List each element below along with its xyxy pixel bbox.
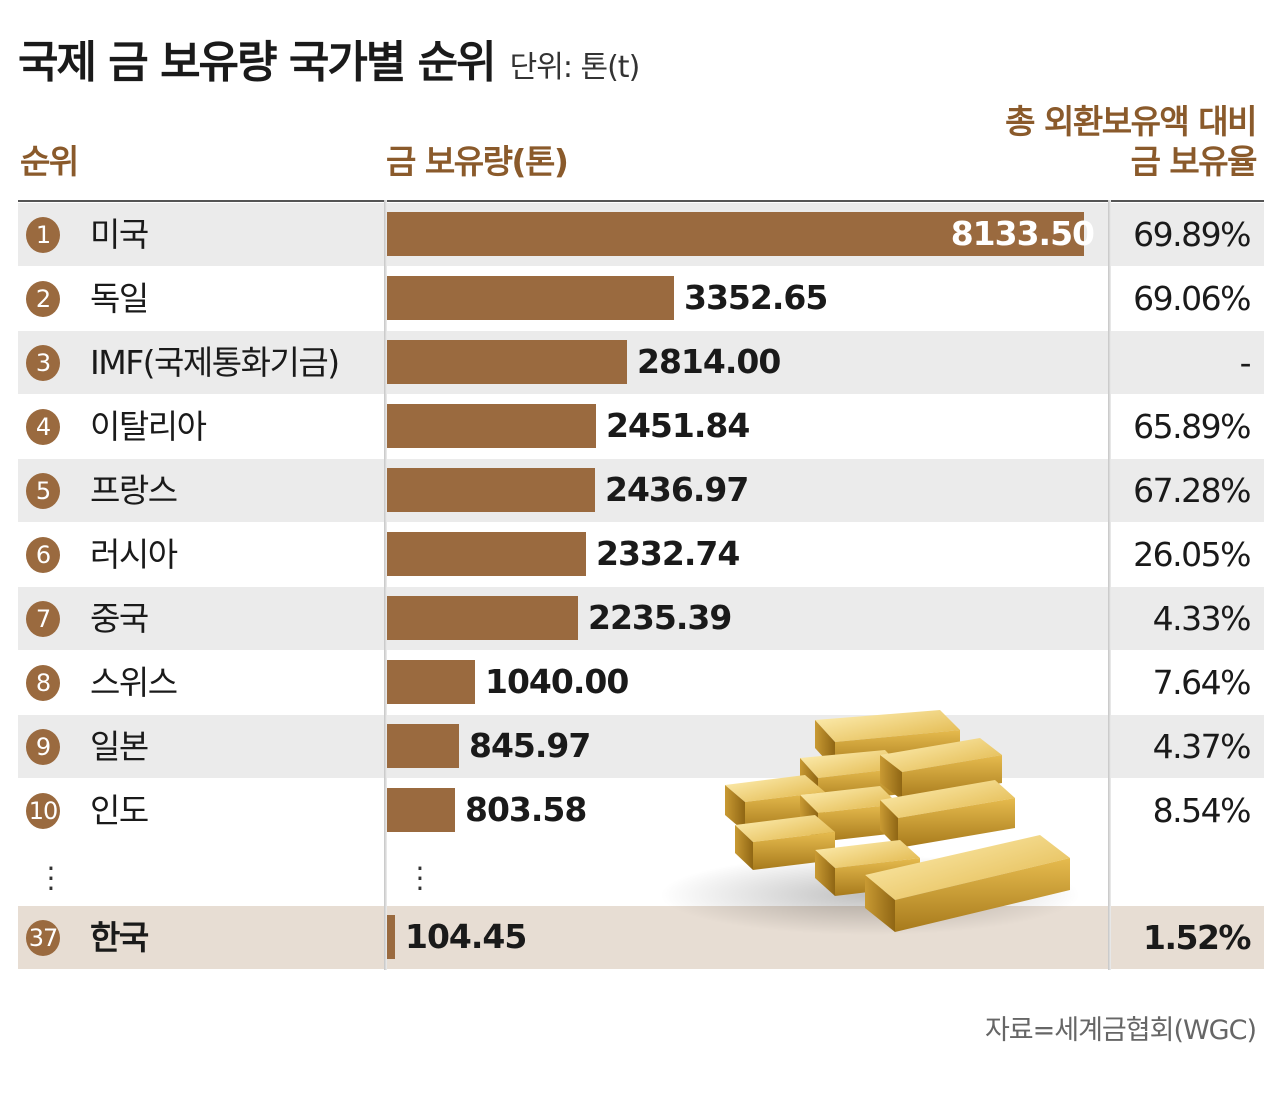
bar-value-label: 803.58 — [465, 790, 587, 829]
rank-badge: 7 — [26, 601, 60, 637]
ratio-header-line2: 금 보유율 — [1130, 142, 1258, 181]
gold-column-header: 금 보유량(톤) — [386, 142, 569, 181]
gold-reserve-bar — [386, 788, 455, 832]
country-name: 프랑스 — [90, 471, 178, 510]
column-divider-left — [384, 200, 387, 970]
rank-badge: 4 — [26, 409, 60, 445]
table-row: 9 일본 4.37% — [18, 715, 1264, 778]
gold-reserve-bar — [386, 276, 674, 320]
gold-bar — [735, 815, 835, 870]
country-name: 스위스 — [90, 663, 178, 702]
country-name: 한국 — [90, 918, 149, 957]
gold-reserve-bar — [386, 212, 1084, 256]
gold-reserve-bar — [386, 532, 586, 576]
table-row: 3 IMF(국제통화기금) - — [18, 331, 1264, 394]
gold-reserve-bar — [386, 340, 627, 384]
country-name: 일본 — [90, 727, 149, 766]
ratio-value: 1.52% — [1143, 918, 1252, 957]
table-row: 7 중국 4.33% — [18, 587, 1264, 650]
ratio-value: 8.54% — [1152, 791, 1252, 830]
table-row: 5 프랑스 67.28% — [18, 459, 1264, 522]
bar-value-label: 1040.00 — [485, 662, 629, 701]
table-row: 4 이탈리아 65.89% — [18, 395, 1264, 458]
country-name: IMF(국제통화기금) — [90, 343, 340, 382]
ratio-value: 7.64% — [1152, 663, 1252, 702]
rank-column-header: 순위 — [20, 142, 79, 181]
rank-badge: 10 — [26, 793, 60, 829]
gold-bar — [880, 780, 1015, 848]
rank-badge: 3 — [26, 345, 60, 381]
ratio-value: - — [1239, 343, 1252, 382]
bar-value-label: 2235.39 — [588, 598, 732, 637]
bar-value-label: 8133.50 — [950, 214, 1095, 253]
table-row: 37 한국 1.52% — [18, 906, 1264, 969]
bar-value-label: 2436.97 — [605, 470, 749, 509]
rank-badge: 9 — [26, 729, 60, 765]
rank-badge: 5 — [26, 473, 60, 509]
rank-badge: 2 — [26, 281, 60, 317]
rank-badge: 37 — [26, 920, 60, 956]
ratio-value: 65.89% — [1133, 407, 1251, 446]
rank-badge: 8 — [26, 665, 60, 701]
ratio-value: 4.33% — [1152, 599, 1252, 638]
gold-reserve-bar — [386, 468, 595, 512]
table-row: 10 인도 8.54% — [18, 779, 1264, 842]
country-name: 러시아 — [90, 535, 178, 574]
ratio-value: 26.05% — [1133, 535, 1251, 574]
ratio-value: 4.37% — [1152, 727, 1252, 766]
bar-chart-area: 8133.50 3352.65 2814.00 2451.84 2436.97 2332.… — [386, 203, 1108, 969]
ellipsis-rank: · · · — [46, 852, 56, 905]
table-row: 2 독일 69.06% — [18, 267, 1264, 330]
gold-reserve-bar — [386, 596, 578, 640]
header-rule — [18, 200, 1264, 202]
country-name: 독일 — [90, 279, 149, 318]
unit-label: 단위: 톤(t) — [509, 50, 641, 85]
ratio-column-header: 총 외환보유액 대비 금 보유율 — [1005, 102, 1258, 182]
country-name: 중국 — [90, 599, 149, 638]
country-name: 미국 — [90, 215, 149, 254]
ratio-header-line1: 총 외환보유액 대비 — [1005, 102, 1257, 141]
gold-bars-illustration — [660, 710, 1080, 935]
table-row: 8 스위스 7.64% — [18, 651, 1264, 714]
rank-badge: 1 — [26, 217, 60, 253]
ratio-value: 67.28% — [1133, 471, 1251, 510]
bar-value-label: 3352.65 — [684, 278, 828, 317]
bar-value-label: 2451.84 — [606, 406, 750, 445]
gold-bar — [880, 738, 1002, 800]
chart-title: 국제 금 보유량 국가별 순위 — [18, 37, 497, 88]
column-divider-right — [1108, 200, 1111, 970]
gold-bar — [865, 835, 1070, 932]
bar-value-label: 104.45 — [405, 917, 527, 956]
gold-reserve-bar — [386, 404, 596, 448]
bar-value-label: 2814.00 — [637, 342, 781, 381]
title-block: 국제 금 보유량 국가별 순위 단위: 톤(t) — [18, 26, 641, 90]
gold-reserve-bar — [386, 724, 459, 768]
country-name: 이탈리아 — [90, 407, 207, 446]
country-name: 인도 — [90, 791, 149, 830]
gold-reserve-bar — [386, 660, 475, 704]
ellipsis-value: · · · — [415, 852, 425, 905]
ratio-value: 69.06% — [1133, 279, 1251, 318]
source-note: 자료=세계금협회(WGC) — [984, 1015, 1257, 1046]
bar-value-label: 845.97 — [469, 726, 591, 765]
ratio-value: 69.89% — [1133, 215, 1251, 254]
gold-reserve-bar — [386, 915, 395, 959]
rank-badge: 6 — [26, 537, 60, 573]
table-row: 6 러시아 26.05% — [18, 523, 1264, 586]
bar-value-label: 2332.74 — [596, 534, 740, 573]
